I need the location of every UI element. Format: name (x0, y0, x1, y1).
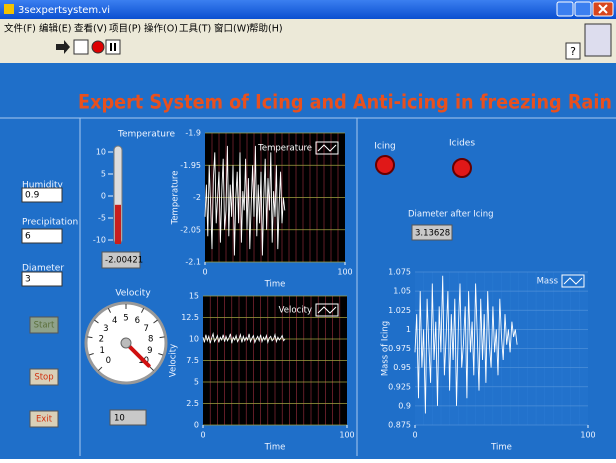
menu-item: 查看(V) (74, 23, 107, 35)
menu-item: 帮助(H) (249, 23, 283, 35)
y-tick-label: 2.5 (186, 399, 199, 408)
legend-label: Mass (537, 277, 559, 287)
legend-label: Velocity (279, 306, 312, 316)
thermometer-fill (115, 205, 121, 244)
vi-icon (585, 24, 611, 56)
led-label: Icing (374, 142, 396, 152)
thermometer-value: -2.00421 (105, 256, 143, 266)
tick-label: 0 (106, 356, 111, 366)
tick-label: 4 (112, 316, 117, 326)
pause[interactable] (106, 40, 120, 54)
y-axis-label: Mass of Icing (381, 321, 391, 376)
panel-title: Expert System of Icing and Anti-icing in… (78, 91, 612, 114)
x-tick-label: 0 (202, 268, 207, 277)
gauge-hub (121, 338, 131, 348)
tick-label: 9 (147, 346, 152, 356)
y-tick-label: 1.025 (388, 306, 411, 315)
button-label: Stop (34, 373, 53, 383)
y-tick-label: 0 (194, 421, 199, 430)
control-value: 6 (25, 232, 31, 242)
x-axis-label: Time (490, 443, 512, 453)
x-tick-label: 100 (580, 431, 595, 440)
led (453, 159, 471, 177)
y-tick-label: 1.05 (393, 287, 411, 296)
thermometer-label: Temperature (117, 130, 175, 140)
y-tick-label: 7.5 (186, 356, 199, 365)
tick-label: 7 (144, 324, 149, 334)
tick-label: 5 (123, 314, 128, 324)
y-tick-label: 0.925 (388, 382, 411, 391)
y-tick-label: -1.95 (180, 161, 201, 170)
window-controls (557, 2, 613, 16)
x-tick-label: 0 (412, 431, 417, 440)
window-title: 3sexpertsystem.vi (18, 5, 110, 16)
y-tick-label: 0.95 (393, 363, 411, 372)
tick-label: 5 (101, 170, 106, 179)
x-tick-label: 0 (200, 431, 205, 440)
led (376, 156, 394, 174)
menu-item: 编辑(E) (39, 23, 71, 35)
minimize-button[interactable] (557, 2, 573, 16)
button-label: Start (34, 321, 55, 331)
y-tick-label: 10 (189, 335, 199, 344)
tick-label: -10 (93, 236, 106, 245)
y-axis-label: Velocity (169, 344, 179, 377)
tick-label: -5 (98, 214, 106, 223)
y-tick-label: -2.1 (185, 258, 201, 267)
y-tick-label: 5 (194, 378, 199, 387)
x-tick-label: 100 (339, 431, 354, 440)
menu-item: 文件(F) (4, 23, 36, 35)
menu-item: 窗口(W) (214, 23, 250, 35)
gauge-value: 10 (114, 414, 125, 424)
y-tick-label: 15 (189, 292, 199, 301)
y-tick-label: 0.9 (398, 401, 411, 410)
maximize-button[interactable] (575, 2, 591, 16)
y-tick-label: 1 (406, 325, 411, 334)
tick-label: 8 (148, 335, 153, 345)
y-tick-label: 0.875 (388, 421, 411, 430)
gauge-label: Velocity (115, 289, 151, 299)
run-continuous[interactable] (74, 40, 88, 54)
abort[interactable] (92, 41, 104, 53)
y-tick-label: -1.9 (185, 129, 201, 138)
y-tick-label: 12.5 (181, 313, 199, 322)
legend-label: Temperature (257, 144, 312, 154)
y-tick-label: -2 (193, 193, 201, 202)
y-axis-label: Temperature (171, 171, 181, 226)
menu-item: 操作(O) (144, 23, 178, 35)
tick-label: 2 (99, 335, 104, 345)
indicator-value: 3.13628 (415, 229, 450, 239)
window: 3sexpertsystem.vi 文件(F)编辑(E)查看(V)项目(P)操作(… (0, 0, 616, 459)
help-icon: ? (570, 45, 576, 58)
tick-label: 3 (103, 324, 108, 334)
x-tick-label: 100 (337, 268, 352, 277)
control-value: 0.9 (25, 191, 40, 201)
y-tick-label: 0.975 (388, 344, 411, 353)
menu-item: 项目(P) (109, 24, 141, 35)
tick-label: 10 (96, 148, 106, 157)
x-axis-label: Time (264, 280, 286, 290)
indicator-label: Diameter after Icing (408, 210, 494, 220)
tick-label: 0 (101, 192, 106, 201)
menu-item: 工具(T) (179, 24, 211, 35)
x-axis-label: Time (264, 443, 286, 453)
page: {"window": {"title": "3sexpertsystem.vi"… (0, 0, 616, 459)
button-label: Exit (36, 415, 53, 425)
tick-label: 1 (100, 346, 105, 356)
tick-label: 6 (135, 316, 140, 326)
y-tick-label: -2.05 (180, 225, 201, 234)
led-label: Icides (449, 139, 475, 149)
y-tick-label: 1.075 (388, 268, 411, 277)
control-value: 3 (25, 275, 31, 285)
app-icon (4, 4, 14, 14)
control-label: Precipitation (22, 218, 78, 228)
